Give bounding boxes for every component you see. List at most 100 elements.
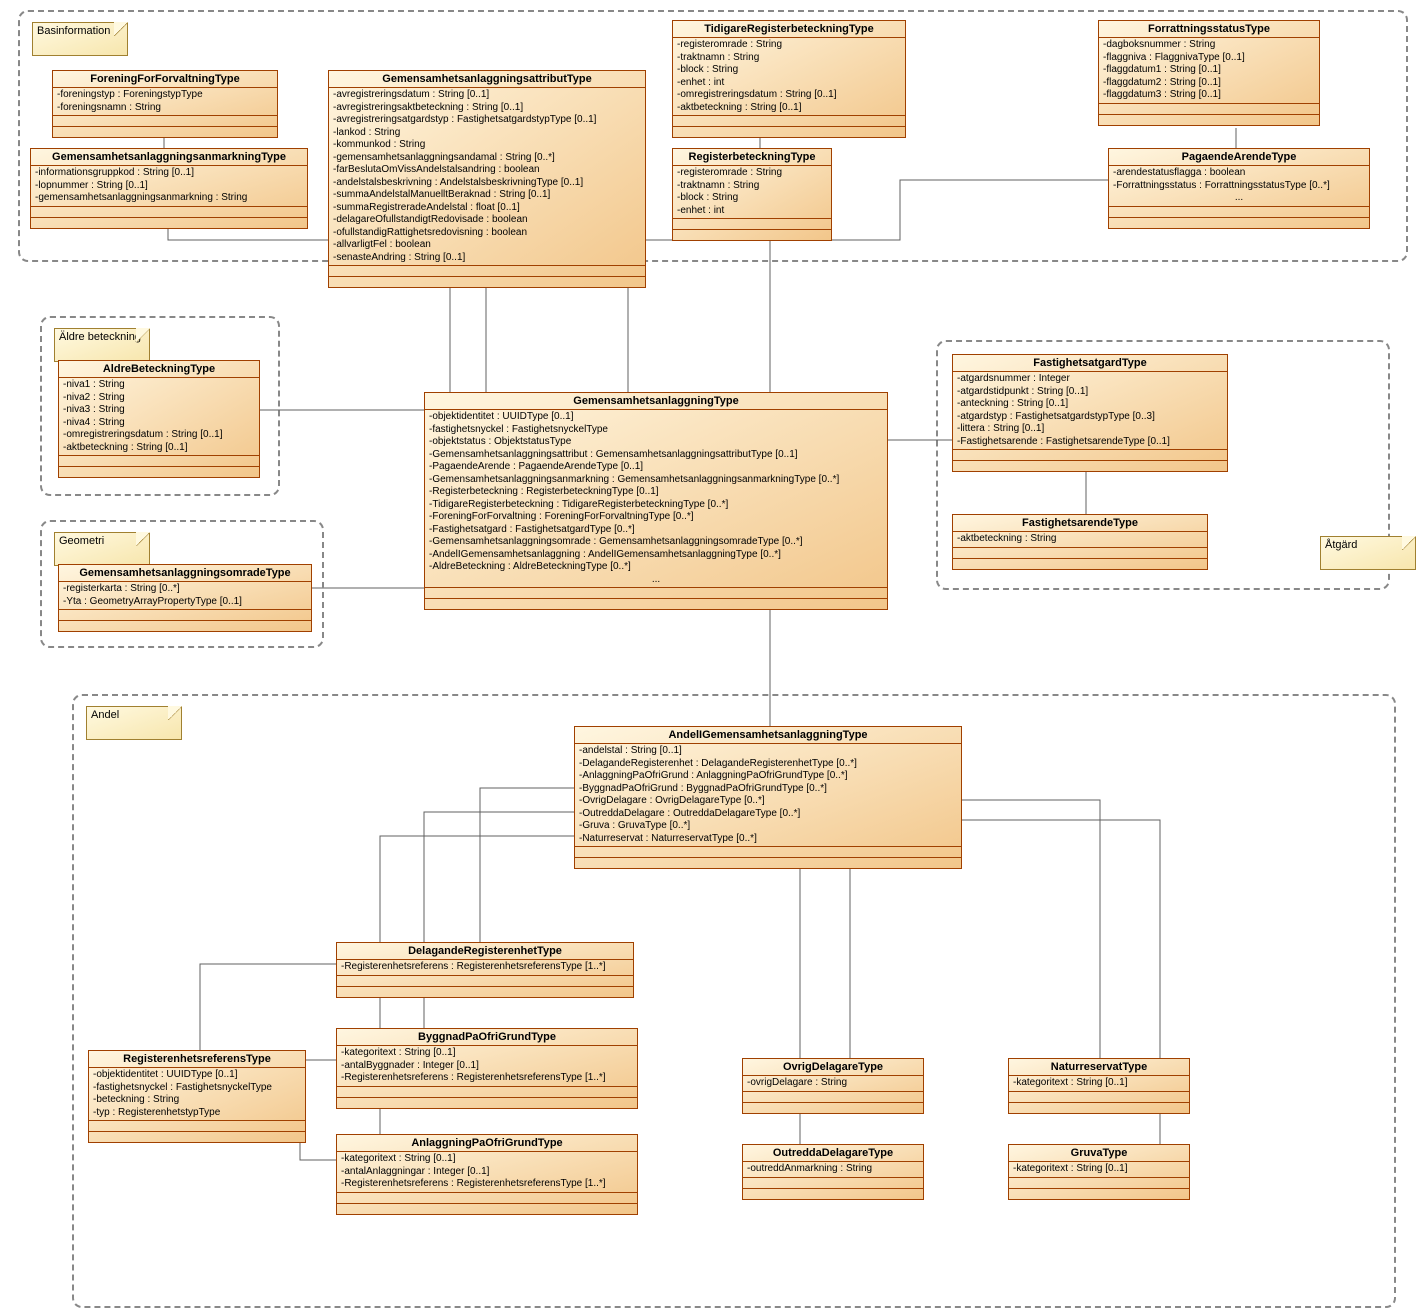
attrs-compartment: -Registerenhetsreferens : Registerenhets… xyxy=(337,960,633,976)
class-title: GemensamhetsanlaggningsomradeType xyxy=(59,565,311,582)
attribute: -littera : String [0..1] xyxy=(957,423,1223,436)
attrs-compartment: -avregistreringsdatum : String [0..1]-av… xyxy=(329,88,645,266)
empty-compartment xyxy=(1009,1189,1189,1199)
attribute: -typ : RegisterenhetstypType xyxy=(93,1107,301,1120)
class-naturres: NaturreservatType-kategoritext : String … xyxy=(1008,1058,1190,1114)
empty-compartment xyxy=(337,1087,637,1098)
attribute: -kategoritext : String [0..1] xyxy=(1013,1077,1185,1090)
attribute: -Yta : GeometryArrayPropertyType [0..1] xyxy=(63,596,307,609)
attribute: -gemensamhetsanlaggningsanmarkning : Str… xyxy=(35,192,303,205)
empty-compartment xyxy=(1099,104,1319,115)
empty-compartment xyxy=(575,847,961,858)
empty-compartment xyxy=(1099,115,1319,125)
attrs-compartment: -objektidentitet : UUIDType [0..1]-fasti… xyxy=(425,410,887,588)
empty-compartment xyxy=(1009,1178,1189,1189)
class-gemtype: GemensamhetsanlaggningType-objektidentit… xyxy=(424,392,888,610)
class-title: NaturreservatType xyxy=(1009,1059,1189,1076)
empty-compartment xyxy=(59,467,259,477)
package-label-basinfo: Basinformation xyxy=(32,22,128,56)
attribute: -andelstalsbeskrivning : Andelstalsbeskr… xyxy=(333,177,641,190)
attribute: -omregistreringsdatum : String [0..1] xyxy=(63,429,255,442)
attribute: -ovrigDelagare : String xyxy=(747,1077,919,1090)
attribute: -flaggdatum2 : String [0..1] xyxy=(1103,77,1315,90)
attrs-compartment: -dagboksnummer : String-flaggniva : Flag… xyxy=(1099,38,1319,104)
empty-compartment xyxy=(337,1193,637,1204)
attribute: -informationsgruppkod : String [0..1] xyxy=(35,167,303,180)
class-anmark: GemensamhetsanlaggningsanmarkningType-in… xyxy=(30,148,308,229)
empty-compartment xyxy=(743,1189,923,1199)
empty-compartment xyxy=(425,588,887,599)
empty-compartment xyxy=(89,1121,305,1132)
attribute: -Forrattningsstatus : Forrattningsstatus… xyxy=(1113,180,1365,193)
empty-compartment xyxy=(575,858,961,868)
attribute: -AldreBeteckning : AldreBeteckningType [… xyxy=(429,561,883,574)
attribute: -antalByggnader : Integer [0..1] xyxy=(341,1060,633,1073)
attribute: -niva1 : String xyxy=(63,379,255,392)
attribute: -Naturreservat : NaturreservatType [0..*… xyxy=(579,833,957,846)
attribute: -registeromrade : String xyxy=(677,167,827,180)
empty-compartment xyxy=(337,1204,637,1214)
class-title: GemensamhetsanlaggningsanmarkningType xyxy=(31,149,307,166)
empty-compartment xyxy=(425,599,887,609)
attribute: -dagboksnummer : String xyxy=(1103,39,1315,52)
attribute: -ForeningForForvaltning : ForeningForFor… xyxy=(429,511,883,524)
attribute: -Registerenhetsreferens : Registerenhets… xyxy=(341,1178,633,1191)
attribute: -lopnummer : String [0..1] xyxy=(35,180,303,193)
package-label-andel: Andel xyxy=(86,706,182,740)
class-title: ForeningForForvaltningType xyxy=(53,71,277,88)
empty-compartment xyxy=(1109,218,1369,228)
attribute: -kategoritext : String [0..1] xyxy=(1013,1163,1185,1176)
empty-compartment xyxy=(1009,1092,1189,1103)
attribute: -Fastighetsarende : FastighetsarendeType… xyxy=(957,436,1223,449)
attribute: -Gemensamhetsanlaggningsattribut : Gemen… xyxy=(429,449,883,462)
empty-compartment xyxy=(673,219,831,230)
attribute: -fastighetsnyckel : FastighetsnyckelType xyxy=(429,424,883,437)
attribute: -ofullstandigRattighetsredovisning : boo… xyxy=(333,227,641,240)
attribute: -objektidentitet : UUIDType [0..1] xyxy=(93,1069,301,1082)
empty-compartment xyxy=(673,230,831,240)
class-fastarende: FastighetsarendeType-aktbeteckning : Str… xyxy=(952,514,1208,570)
attribute: -avregistreringsaktbeteckning : String [… xyxy=(333,102,641,115)
attribute: -block : String xyxy=(677,64,901,77)
class-title: GemensamhetsanlaggningType xyxy=(425,393,887,410)
attribute: -Gruva : GruvaType [0..*] xyxy=(579,820,957,833)
attribute: -summaAndelstalManuelltBeraknad : String… xyxy=(333,189,641,202)
package-label-atgard: Åtgärd xyxy=(1320,536,1416,570)
attrs-compartment: -outreddAnmarkning : String xyxy=(743,1162,923,1178)
attribute: -delagareOfullstandigtRedovisade : boole… xyxy=(333,214,641,227)
diagram-canvas: BasinformationÄldre beteckningGeometriÅt… xyxy=(0,0,1420,1315)
class-anlagg: AnlaggningPaOfriGrundType-kategoritext :… xyxy=(336,1134,638,1215)
class-title: FastighetsarendeType xyxy=(953,515,1207,532)
attrs-compartment: -objektidentitet : UUIDType [0..1]-fasti… xyxy=(89,1068,305,1121)
attribute: -Registerbeteckning : Registerbeteckning… xyxy=(429,486,883,499)
attribute: -kategoritext : String [0..1] xyxy=(341,1153,633,1166)
attribute: -fastighetsnyckel : FastighetsnyckelType xyxy=(93,1082,301,1095)
attribute: -traktnamn : String xyxy=(677,180,827,193)
class-pagarende: PagaendeArendeType-arendestatusflagga : … xyxy=(1108,148,1370,229)
class-title: OvrigDelagareType xyxy=(743,1059,923,1076)
class-title: OutreddaDelagareType xyxy=(743,1145,923,1162)
attrs-compartment: -foreningstyp : ForeningstypType-forenin… xyxy=(53,88,277,116)
class-regbet: RegisterbeteckningType-registeromrade : … xyxy=(672,148,832,241)
attribute: -registerkarta : String [0..*] xyxy=(63,583,307,596)
attrs-compartment: -atgardsnummer : Integer-atgardstidpunkt… xyxy=(953,372,1227,450)
attribute: -omregistreringsdatum : String [0..1] xyxy=(677,89,901,102)
attribute: -outreddAnmarkning : String xyxy=(747,1163,919,1176)
class-tidreg: TidigareRegisterbeteckningType-registero… xyxy=(672,20,906,138)
empty-compartment xyxy=(89,1132,305,1142)
attrs-compartment: -registeromrade : String-traktnamn : Str… xyxy=(673,166,831,219)
attribute: -TidigareRegisterbeteckning : TidigareRe… xyxy=(429,499,883,512)
attrs-compartment: -niva1 : String-niva2 : String-niva3 : S… xyxy=(59,378,259,456)
package-label-aldre: Äldre beteckning xyxy=(54,328,150,362)
attribute: -OvrigDelagare : OvrigDelagareType [0..*… xyxy=(579,795,957,808)
attribute: -niva3 : String xyxy=(63,404,255,417)
class-title: RegisterenhetsreferensType xyxy=(89,1051,305,1068)
empty-compartment xyxy=(743,1092,923,1103)
class-title: GemensamhetsanlaggningsattributType xyxy=(329,71,645,88)
empty-compartment xyxy=(1109,207,1369,218)
class-title: AldreBeteckningType xyxy=(59,361,259,378)
attribute: -aktbeteckning : String xyxy=(957,533,1203,546)
class-title: ByggnadPaOfriGrundType xyxy=(337,1029,637,1046)
attribute: -anteckning : String [0..1] xyxy=(957,398,1223,411)
empty-compartment xyxy=(953,548,1207,559)
